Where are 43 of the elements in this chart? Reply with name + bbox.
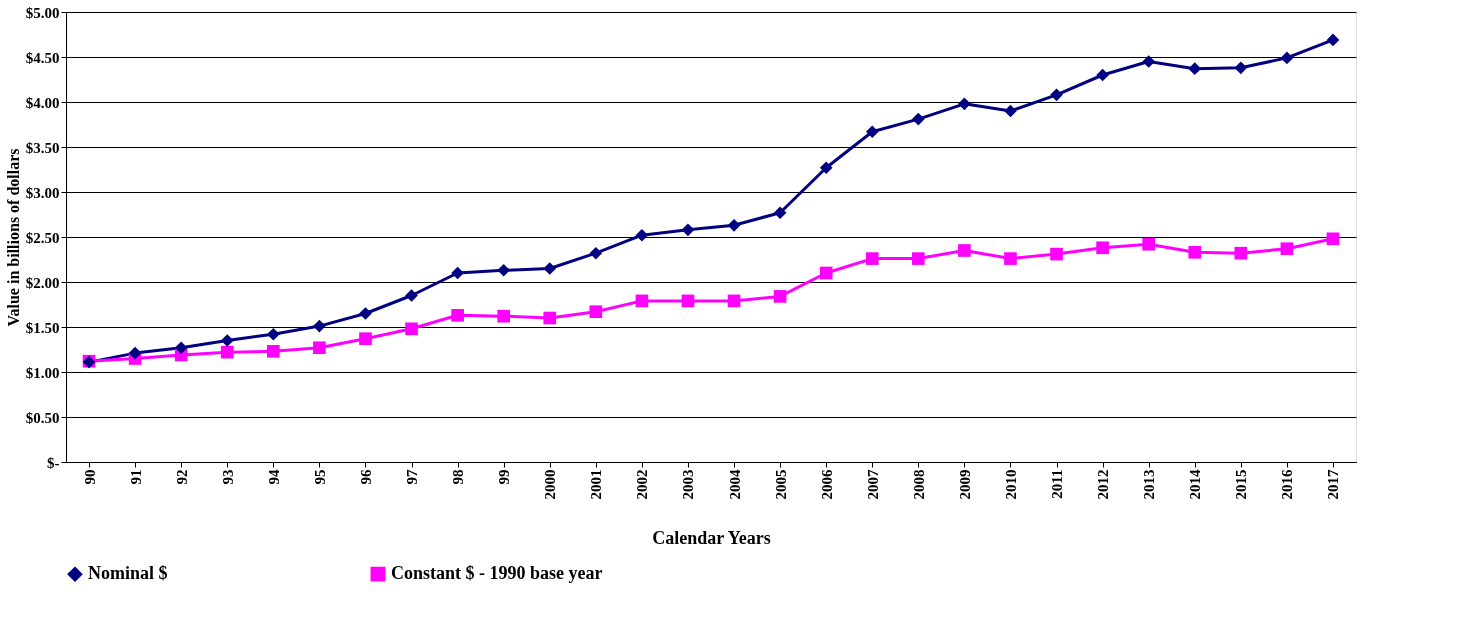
y-tick-label: $5.00 [25, 4, 60, 21]
x-tick-label: 2001 [588, 469, 605, 500]
x-axis-title: Calendar Years [652, 527, 771, 548]
x-tick-label: 93 [219, 469, 236, 485]
y-tick-label: $4.00 [25, 94, 60, 111]
x-tick-label: 99 [496, 469, 513, 485]
x-tick-label: 96 [357, 469, 374, 485]
y-tick-label: $2.00 [25, 274, 60, 291]
x-tick-label: 2008 [910, 469, 927, 500]
x-tick-label: 2010 [1002, 469, 1019, 500]
x-tick-label: 2013 [1141, 469, 1158, 500]
x-tick-label: 94 [265, 469, 282, 485]
y-tick-label: $1.50 [25, 319, 60, 336]
x-tick-label: 2006 [818, 469, 835, 500]
legend-label: Constant $ - 1990 base year [391, 563, 603, 584]
x-tick-label: 2015 [1233, 469, 1250, 500]
x-tick-label: 97 [404, 469, 421, 485]
x-tick-label: 2012 [1095, 469, 1112, 500]
x-tick-label: 2011 [1049, 469, 1066, 499]
y-tick-label: $1.00 [25, 364, 60, 381]
legend-label: Nominal $ [88, 563, 168, 584]
x-tick-label: 91 [127, 469, 144, 485]
x-tick-label: 2009 [956, 469, 973, 500]
y-axis-title: Value in billions of dollars [4, 148, 22, 327]
y-tick-label: $2.50 [25, 229, 60, 246]
x-tick-label: 98 [450, 469, 467, 485]
x-tick-label: 2002 [634, 469, 651, 500]
x-tick-label: 2005 [772, 469, 789, 500]
x-tick-label: 2003 [680, 469, 697, 500]
x-tick-label: 2016 [1279, 469, 1296, 500]
x-tick-label: 92 [173, 469, 190, 485]
y-tick-label: $4.50 [25, 49, 60, 66]
x-tick-label: 2004 [726, 469, 743, 500]
x-tick-label: 2017 [1325, 469, 1342, 500]
y-tick-label: $0.50 [25, 409, 60, 426]
y-tick-label: $- [47, 454, 60, 471]
x-tick-label: 2014 [1187, 469, 1204, 500]
y-tick-label: $3.00 [25, 184, 60, 201]
x-tick-label: 95 [311, 469, 328, 485]
x-tick-label: 90 [81, 469, 98, 485]
x-tick-label: 2000 [542, 469, 559, 500]
y-tick-label: $3.50 [25, 139, 60, 156]
x-tick-label: 2007 [864, 469, 881, 500]
